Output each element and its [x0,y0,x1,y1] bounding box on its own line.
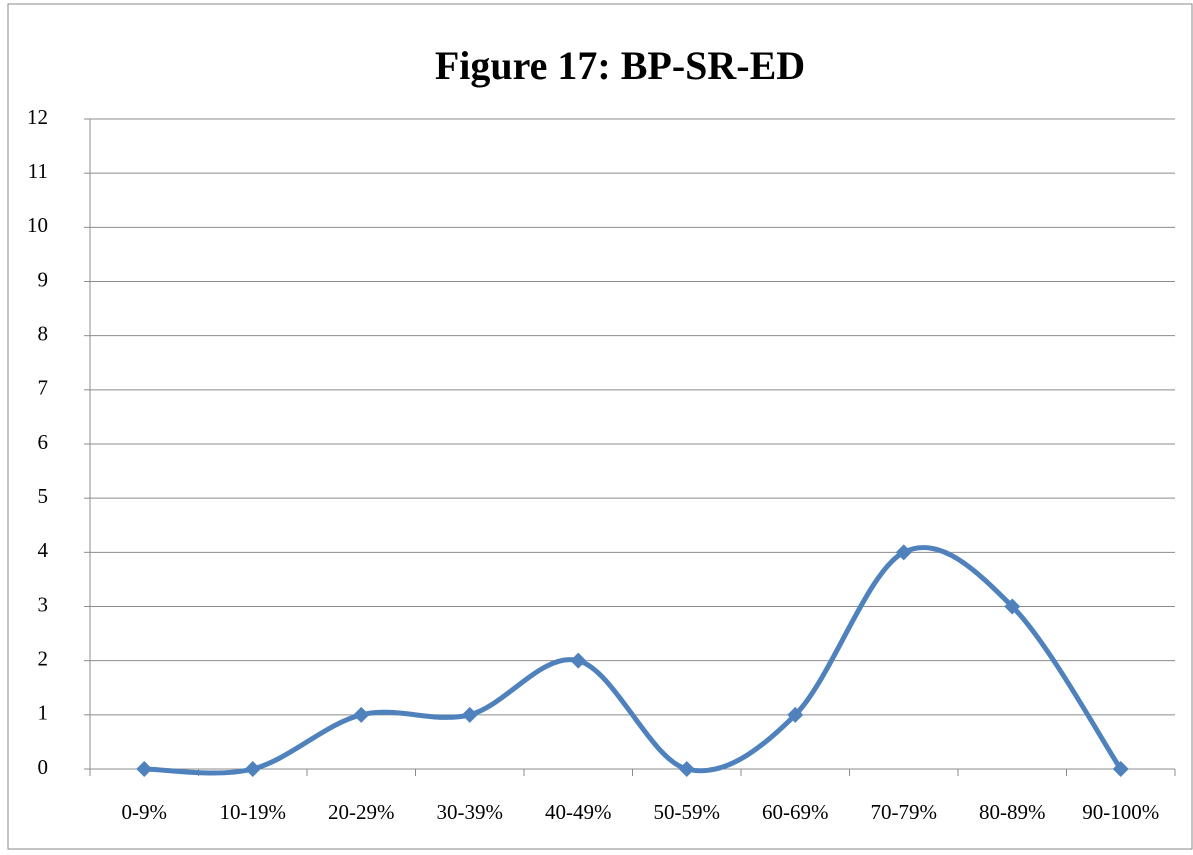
marker [1112,761,1129,777]
marker [570,652,587,669]
y-tick-label: 5 [38,484,49,508]
marker [353,706,370,723]
y-tick-label: 2 [38,646,49,670]
marker [461,706,478,723]
y-tick-label: 4 [38,538,49,562]
y-tick-label: 6 [38,430,49,454]
x-tick-label: 10-19% [220,800,287,824]
chart-title: Figure 17: BP-SR-ED [435,43,805,88]
x-tick-label: 80-89% [979,800,1046,824]
x-tick-label: 30-39% [437,800,504,824]
x-tick-label: 40-49% [545,800,612,824]
y-tick-label: 0 [38,755,49,779]
marker [136,761,153,777]
y-tick-label: 12 [27,105,48,129]
y-tick-label: 3 [38,592,49,616]
marker [244,761,261,777]
marker [678,761,695,777]
x-tick-label: 70-79% [871,800,938,824]
y-tick-label: 11 [28,159,48,183]
y-tick-label: 9 [38,267,49,291]
y-tick-label: 10 [27,213,48,237]
y-tick-label: 7 [38,376,49,400]
line [144,545,1123,776]
chart-border [7,3,1193,850]
y-tick-label: 1 [38,701,49,725]
marker [787,706,804,723]
marker [1004,598,1021,615]
x-tick-label: 90-100% [1082,800,1159,824]
x-tick-label: 0-9% [122,800,168,824]
x-tick-label: 50-59% [654,800,721,824]
marker [895,544,912,561]
x-tick-label: 20-29% [328,800,395,824]
y-tick-label: 8 [38,321,49,345]
x-tick-label: 60-69% [762,800,829,824]
